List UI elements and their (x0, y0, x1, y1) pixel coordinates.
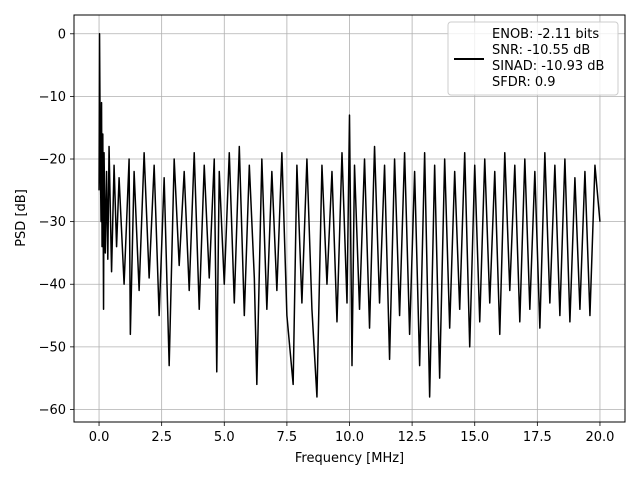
legend: ENOB: -2.11 bits SNR: -10.55 dB SINAD: -… (447, 21, 619, 96)
legend-line-1: SNR: -10.55 dB (492, 43, 590, 58)
y-tick-label: −50 (39, 340, 66, 355)
x-tick-label: 20.0 (585, 430, 614, 445)
x-tick-label: 12.5 (398, 430, 427, 445)
y-tick-label: 0 (58, 27, 66, 42)
y-tick-label: −20 (39, 153, 66, 168)
x-axis-label: Frequency [MHz] (295, 451, 404, 466)
x-tick-label: 2.5 (151, 430, 172, 445)
y-axis-label: PSD [dB] (14, 189, 29, 247)
y-tick-label: −30 (39, 215, 66, 230)
legend-line-2: SINAD: -10.93 dB (492, 59, 604, 74)
y-tick-label: −60 (39, 403, 66, 418)
psd-line (98, 33, 601, 398)
y-tick-label: −10 (39, 90, 66, 105)
psd-series (98, 33, 601, 398)
x-tick-label: 17.5 (523, 430, 552, 445)
x-tick-label: 5.0 (214, 430, 235, 445)
x-tick-label: 7.5 (277, 430, 298, 445)
y-axis: 0 −10 −20 −30 −40 −50 −60 (39, 27, 74, 418)
y-tick-label: −40 (39, 278, 66, 293)
x-axis: 0.0 2.5 5.0 7.5 10.0 12.5 15.0 17.5 20.0 (89, 422, 614, 445)
legend-box (447, 21, 619, 96)
x-tick-label: 0.0 (89, 430, 110, 445)
legend-line-3: SFDR: 0.9 (492, 75, 556, 90)
x-tick-label: 10.0 (335, 430, 364, 445)
legend-line-0: ENOB: -2.11 bits (492, 27, 599, 42)
x-tick-label: 15.0 (460, 430, 489, 445)
